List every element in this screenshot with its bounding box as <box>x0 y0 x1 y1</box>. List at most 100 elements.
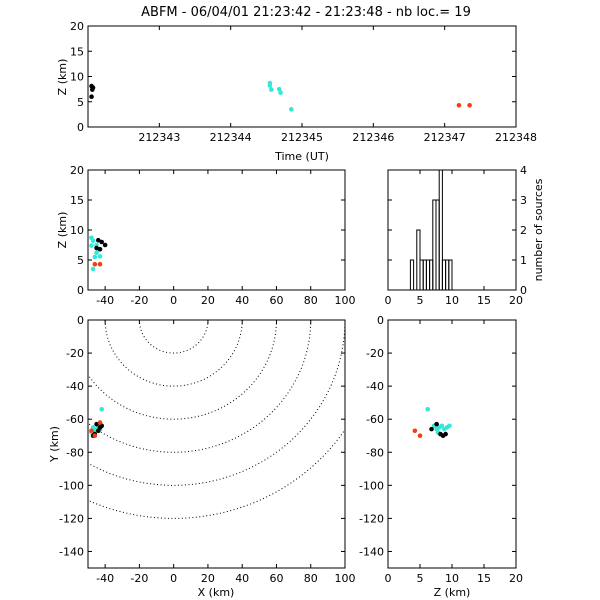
z-y-point-orange <box>417 433 423 439</box>
time_height-xtick-label: 212346 <box>352 131 394 144</box>
plan_view-xtick-label: -40 <box>96 572 114 585</box>
time-height-point-cyan <box>289 107 294 112</box>
plan-view-panel: -40 -20 0 20 40 60 80 100 0 -20 -40 -60 -80 -100 -120 -… <box>48 314 356 599</box>
z_y_view-ytick-label: -40 <box>366 380 384 393</box>
x-height-frame <box>87 169 346 291</box>
time_height-xtick-label: 212347 <box>424 131 466 144</box>
x_height-ytick-label: 5 <box>77 254 84 267</box>
histogram-ytick-label: 1 <box>520 254 527 267</box>
plan_view-ytick-label: -40 <box>66 380 84 393</box>
x-height-point-black <box>99 239 105 245</box>
time_height-ytick-label: 20 <box>70 20 84 33</box>
z_y_view-ytick-label: -60 <box>366 413 384 426</box>
x_height-ytick-label: 20 <box>70 164 84 177</box>
x-height-panel: -40 -20 0 20 40 60 80 100 0 5 10 15 20 Z (km) <box>56 164 356 307</box>
time_height-ytick-label: 10 <box>70 71 84 84</box>
plan-view-ylabel: Y (km) <box>48 426 61 463</box>
z-y-frame <box>387 319 517 569</box>
x-height-ylabel: Z (km) <box>56 212 69 249</box>
time_height-ytick-label: 0 <box>77 121 84 134</box>
histogram-ylabel: number of sources <box>532 178 545 281</box>
time-height-panel: 212343 212344 212345 212346 212347 212348 0 5 10… <box>56 20 537 163</box>
x_height-xtick-label: -20 <box>130 294 148 307</box>
range-ring <box>88 320 277 420</box>
histogram-xtick-label: 15 <box>477 294 491 307</box>
z-y-point-cyan <box>447 423 452 429</box>
histogram-bar <box>409 259 415 291</box>
plan_view-xtick-label: 60 <box>269 572 283 585</box>
plan_view-ytick-label: -20 <box>66 347 84 360</box>
x-height-point-orange <box>92 261 98 267</box>
x_height-xtick-label: 80 <box>304 294 318 307</box>
x_height-xtick-label: 60 <box>269 294 283 307</box>
time-height-point-cyan <box>276 86 282 92</box>
z-y-point-orange <box>412 428 418 434</box>
time-height-point-cyan <box>267 83 273 88</box>
z_y_view-xtick-label: 10 <box>445 572 459 585</box>
x-height-point-cyan <box>89 243 94 248</box>
time_height-ytick-label: 5 <box>77 96 84 109</box>
time-height-ylabel: Z (km) <box>56 59 69 96</box>
histogram-xtick-label: 10 <box>445 294 459 307</box>
time_height-xtick-label: 212345 <box>281 131 323 144</box>
histogram-xtick-label: 20 <box>509 294 523 307</box>
time-height-point-black <box>89 94 94 99</box>
plan_view-xtick-label: 100 <box>335 572 356 585</box>
histogram-bar <box>438 169 443 291</box>
x_height-ytick-label: 15 <box>70 194 84 207</box>
z_y_view-xtick-label: 15 <box>477 572 491 585</box>
z_y_view-xtick-label: 20 <box>509 572 523 585</box>
plan-view-point-black <box>94 421 99 427</box>
time-height-point-cyan <box>278 90 283 95</box>
x-height-point-cyan <box>92 254 98 260</box>
plan-view-xlabel: X (km) <box>198 586 235 599</box>
histogram-ytick-label: 4 <box>520 164 527 177</box>
time_height-ytick-label: 15 <box>70 45 84 58</box>
z_y_view-xtick-label: 5 <box>417 572 424 585</box>
plan_view-ytick-label: 0 <box>77 314 84 327</box>
plan_view-ytick-label: -120 <box>59 512 84 525</box>
plan-view-point-orange <box>92 433 98 439</box>
x_height-ytick-label: 10 <box>70 224 84 237</box>
z-y-point-cyan <box>425 406 430 412</box>
plan_view-xtick-label: -20 <box>130 572 148 585</box>
x_height-ytick-label: 0 <box>77 284 84 297</box>
time-height-point-orange <box>456 102 462 108</box>
histogram-ytick-label: 2 <box>520 224 527 237</box>
plan_view-ytick-label: -140 <box>59 545 84 558</box>
histogram-xtick-label: 5 <box>417 294 424 307</box>
z_y_view-ytick-label: -20 <box>366 347 384 360</box>
z_y_view-ytick-label: -80 <box>366 446 384 459</box>
z_y_view-ytick-label: -140 <box>359 545 384 558</box>
plan-view-point-cyan <box>99 406 105 412</box>
histogram-xtick-label: 0 <box>385 294 392 307</box>
time-height-point-black <box>89 87 95 92</box>
x-height-point-black <box>97 246 103 252</box>
x-height-point-cyan <box>97 254 103 259</box>
plan_view-ytick-label: -100 <box>59 479 84 492</box>
z-y-point-black <box>434 421 439 427</box>
time-height-xlabel: Time (UT) <box>274 150 329 163</box>
z-y-xlabel: Z (km) <box>434 586 471 599</box>
z-y-point-cyan <box>439 423 445 429</box>
plan_view-ytick-label: -80 <box>66 446 84 459</box>
histogram-ytick-label: 0 <box>520 284 527 297</box>
figure-title: ABFM - 06/04/01 21:23:42 - 21:23:48 - nb… <box>141 5 471 20</box>
z_y_view-ytick-label: -100 <box>359 479 384 492</box>
x_height-xtick-label: -40 <box>96 294 114 307</box>
x-height-point-cyan <box>90 238 96 244</box>
time-height-point-cyan <box>269 87 274 92</box>
x-height-point-black <box>95 237 101 243</box>
range-ring <box>104 320 243 387</box>
plan-view-frame <box>87 319 346 569</box>
plan-view-point-orange <box>97 420 103 425</box>
histogram-ytick-label: 3 <box>520 194 527 207</box>
plan-view-point-orange <box>89 428 94 434</box>
plan-view-point-cyan <box>92 428 98 434</box>
x_height-xtick-label: 0 <box>170 294 177 307</box>
x-height-point-orange <box>97 261 103 267</box>
plan_view-ytick-label: -60 <box>66 413 84 426</box>
plan_view-xtick-label: 20 <box>201 572 215 585</box>
x_height-xtick-label: 40 <box>235 294 249 307</box>
